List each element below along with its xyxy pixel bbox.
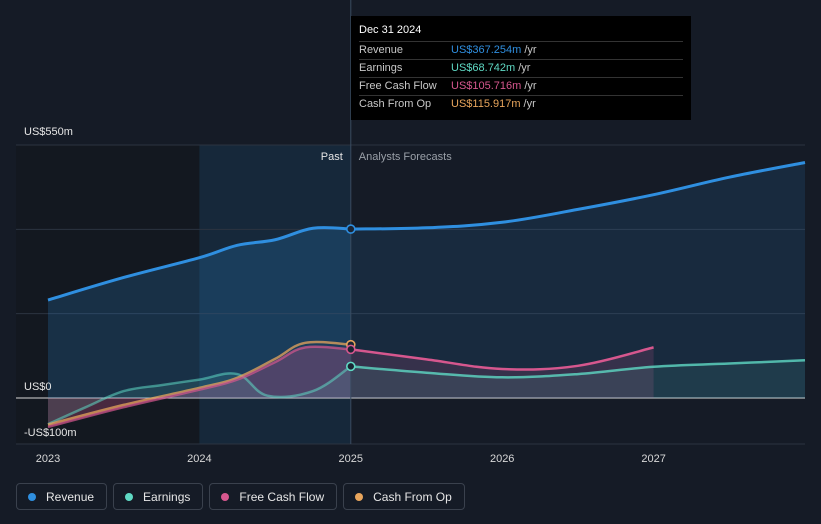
legend-item-revenue[interactable]: Revenue	[16, 483, 108, 510]
past-region-highlight	[199, 145, 351, 444]
free-cash-flow-forecast-line	[350, 346, 654, 371]
legend-label: Free Cash Flow	[239, 489, 325, 504]
tooltip-unit: /yr	[523, 98, 536, 110]
cash-from-op-past-line	[47, 340, 351, 426]
tooltip-label: Revenue	[359, 44, 404, 56]
revenue-forecast-line	[350, 161, 806, 231]
tooltip-value: US$68.742m	[451, 62, 516, 74]
legend-item-earnings[interactable]: Earnings	[113, 483, 204, 510]
legend: Revenue Earnings Free Cash Flow Cash Fro…	[16, 483, 465, 510]
cash-from-op-dot-icon	[355, 492, 364, 501]
x-tick-label: 2023	[36, 453, 60, 465]
tooltip: Dec 31 2024 Revenue US$367.254m /yr Earn…	[351, 16, 691, 120]
x-tick-label: 2024	[187, 453, 211, 465]
past-label: Past	[321, 151, 343, 163]
forecast-label: Analysts Forecasts	[359, 151, 452, 163]
tooltip-label: Cash From Op	[359, 98, 432, 110]
revenue-dot-icon	[28, 492, 36, 501]
y-tick-label: US$550m	[24, 126, 73, 138]
tooltip-value: US$115.917m	[451, 98, 521, 110]
tooltip-value: US$367.254m	[451, 44, 522, 56]
revenue-marker	[345, 224, 356, 234]
legend-item-free-cash-flow[interactable]: Free Cash Flow	[209, 483, 338, 510]
legend-label: Earnings	[143, 489, 191, 504]
tooltip-row-earnings: Earnings US$68.742m /yr	[359, 60, 683, 78]
earnings-past-line	[47, 365, 352, 426]
tooltip-label: Earnings	[359, 62, 403, 74]
tooltip-value: US$105.716m	[451, 80, 522, 92]
revenue-forecast-area	[350, 162, 805, 398]
x-tick-label: 2025	[339, 453, 363, 465]
legend-item-cash-from-op[interactable]: Cash From Op	[343, 483, 465, 510]
earnings-marker	[345, 361, 356, 372]
tooltip-row-cash-from-op: Cash From Op US$115.917m /yr	[359, 96, 683, 113]
tooltip-unit: /yr	[524, 44, 537, 56]
legend-label: Cash From Op	[373, 489, 452, 504]
x-tick-label: 2026	[490, 453, 514, 465]
y-tick-label: -US$100m	[24, 427, 77, 439]
tooltip-unit: /yr	[518, 62, 531, 74]
tooltip-date: Dec 31 2024	[359, 24, 683, 42]
earnings-forecast-line	[350, 359, 806, 379]
x-tick-label: 2027	[641, 453, 665, 465]
revenue-past-line	[47, 226, 351, 302]
legend-label: Revenue	[46, 489, 95, 504]
earnings-past-area	[48, 366, 351, 425]
tooltip-row-free-cash-flow: Free Cash Flow US$105.716m /yr	[359, 78, 683, 96]
free-cash-flow-dot-icon	[221, 492, 230, 501]
revenue-past-area	[48, 227, 351, 398]
tooltip-unit: /yr	[524, 80, 537, 92]
y-tick-label: US$0	[24, 381, 52, 393]
tooltip-row-revenue: Revenue US$367.254m /yr	[359, 42, 683, 60]
tooltip-label: Free Cash Flow	[359, 80, 437, 92]
earnings-dot-icon	[125, 492, 134, 501]
earnings-forecast-area	[350, 360, 805, 398]
free-cash-flow-past-line	[47, 345, 351, 429]
free-cash-flow-marker	[345, 344, 356, 355]
